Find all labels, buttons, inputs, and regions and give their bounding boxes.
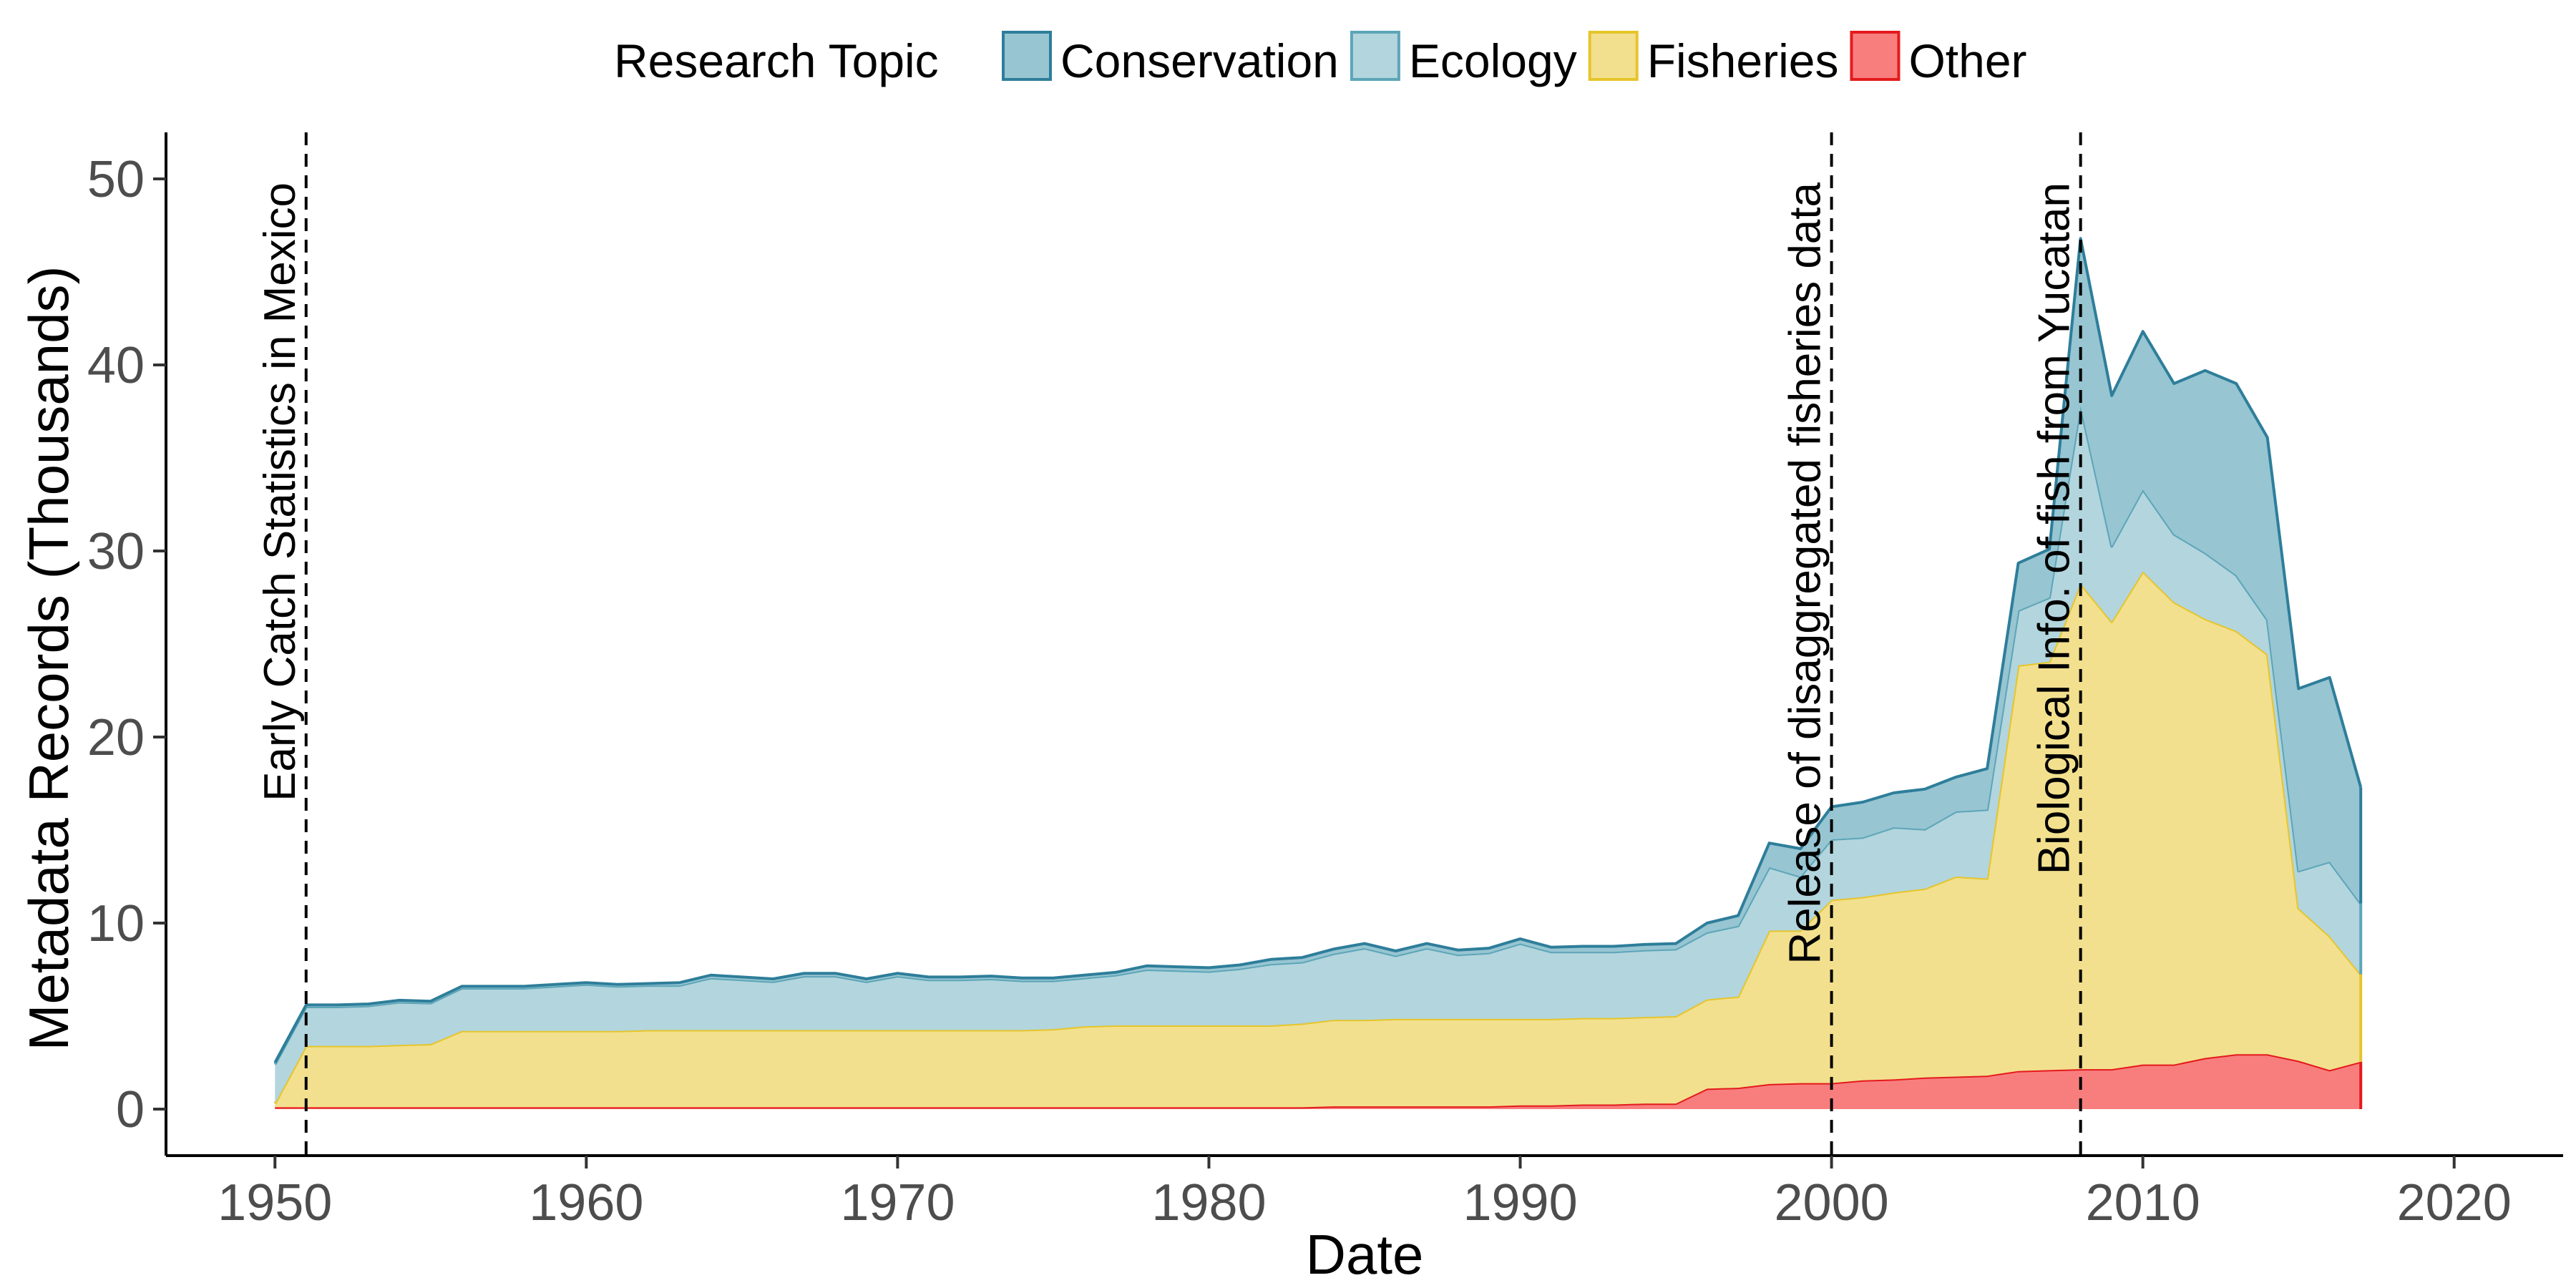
y-tick-label-40: 40 bbox=[87, 337, 145, 394]
annotation-label-2: Release of disaggregated fisheries data bbox=[1781, 182, 1830, 964]
legend: Research Topic Conservation Ecology Fisher… bbox=[614, 31, 2027, 87]
x-tick-label-1980: 1980 bbox=[1151, 1174, 1266, 1231]
annotation-label-1: Early Catch Statistics in Mexico bbox=[255, 182, 305, 801]
y-tick-label-30: 30 bbox=[87, 523, 145, 580]
area-other bbox=[275, 1054, 2361, 1109]
x-tick-label-1950: 1950 bbox=[218, 1174, 332, 1231]
legend-swatch-fisheries bbox=[1588, 31, 1639, 81]
y-tick-label-50: 50 bbox=[87, 151, 145, 208]
legend-label-conservation: Conservation bbox=[1060, 34, 1339, 87]
area-layers bbox=[273, 237, 2363, 1109]
legend-swatch-ecology bbox=[1350, 31, 1400, 81]
x-tick-label-1990: 1990 bbox=[1463, 1174, 1577, 1231]
legend-label-ecology: Ecology bbox=[1409, 34, 1577, 87]
annotation-label-3: Biological Info. of fish from Yucatan bbox=[2030, 182, 2079, 874]
x-tick-label-1970: 1970 bbox=[840, 1174, 955, 1231]
annotations: Early Catch Statistics in Mexico Release … bbox=[255, 132, 2082, 1156]
x-axis-title: Date bbox=[1306, 1223, 1424, 1286]
legend-label-other: Other bbox=[1908, 34, 2026, 87]
x-tick-label-1960: 1960 bbox=[529, 1174, 643, 1231]
legend-label-fisheries: Fisheries bbox=[1647, 34, 1839, 87]
y-axis-title: Metadata Records (Thousands) bbox=[17, 266, 80, 1051]
legend-swatch-conservation bbox=[1002, 31, 1052, 81]
y-tick-label-10: 10 bbox=[87, 895, 145, 952]
legend-title: Research Topic bbox=[614, 34, 939, 87]
area-ecology bbox=[275, 406, 2361, 1104]
y-tick-label-0: 0 bbox=[116, 1081, 145, 1138]
legend-swatch-other bbox=[1850, 31, 1901, 81]
x-tick-label-2000: 2000 bbox=[1775, 1174, 1889, 1231]
y-axis-ticks: 0 10 20 30 40 50 bbox=[87, 151, 166, 1138]
x-tick-label-2020: 2020 bbox=[2397, 1174, 2512, 1231]
axes: 1950 1960 1970 1980 1990 2000 2010 2020 0 10 20 30… bbox=[17, 132, 2563, 1286]
x-tick-label-2010: 2010 bbox=[2086, 1174, 2200, 1231]
x-axis-ticks: 1950 1960 1970 1980 1990 2000 2010 2020 bbox=[218, 1156, 2512, 1231]
area-fisheries bbox=[275, 571, 2361, 1108]
y-tick-label-20: 20 bbox=[87, 709, 145, 766]
line-conservation bbox=[273, 237, 2363, 1063]
